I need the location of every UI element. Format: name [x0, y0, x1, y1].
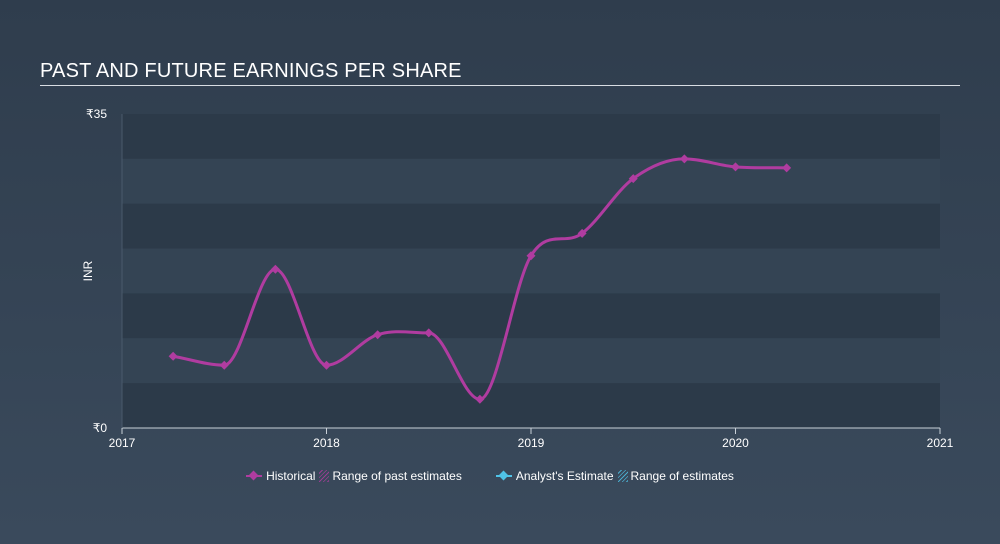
legend-item-analyst-estimate[interactable]: Analyst's Estimate [495, 468, 614, 484]
legend-item-range-past[interactable]: Range of past estimates [319, 469, 462, 483]
legend-label: Analyst's Estimate [515, 469, 614, 483]
legend-item-range-estimates[interactable]: Range of estimates [617, 469, 734, 483]
estimate-line-icon [495, 468, 512, 484]
grid-band [122, 158, 940, 204]
x-tick-label: 2020 [722, 436, 749, 450]
y-axis-label: INR [81, 260, 95, 281]
y-tick-label: ₹0 [93, 421, 108, 435]
chart-legend: Historical Range of past estimates Analy… [0, 468, 980, 484]
grid-band [122, 338, 940, 384]
historical-data-point [424, 328, 434, 338]
historical-data-point [782, 163, 792, 173]
historical-data-point [475, 394, 485, 404]
x-tick-label: 2019 [518, 436, 545, 450]
legend-label: Historical [266, 469, 316, 483]
chart-title: PAST AND FUTURE EARNINGS PER SHARE [40, 60, 462, 82]
historical-line-icon [246, 468, 263, 484]
hatch-icon [319, 470, 330, 482]
grid-band [122, 383, 940, 428]
historical-data-point [577, 228, 587, 238]
historical-data-point [526, 251, 536, 261]
historical-data-point [731, 162, 740, 172]
y-tick-label: ₹35 [86, 107, 107, 121]
legend-label: Range of past estimates [332, 469, 462, 483]
grid-band [122, 203, 940, 249]
historical-data-point [679, 154, 689, 164]
historical-data-point [322, 360, 331, 370]
hatch-icon [617, 470, 628, 482]
x-tick-label: 2017 [109, 436, 136, 450]
historical-data-point [270, 264, 280, 274]
historical-data-point [219, 360, 229, 370]
title-divider [40, 85, 960, 86]
x-tick-label: 2018 [313, 436, 340, 450]
historical-data-point [373, 330, 383, 340]
grid-band [122, 293, 940, 339]
x-tick-label: 2021 [927, 436, 954, 450]
historical-data-point [168, 351, 178, 361]
grid-band [122, 114, 940, 159]
legend-item-historical[interactable]: Historical [246, 468, 315, 484]
legend-label: Range of estimates [630, 469, 734, 483]
historical-data-point [628, 174, 638, 184]
